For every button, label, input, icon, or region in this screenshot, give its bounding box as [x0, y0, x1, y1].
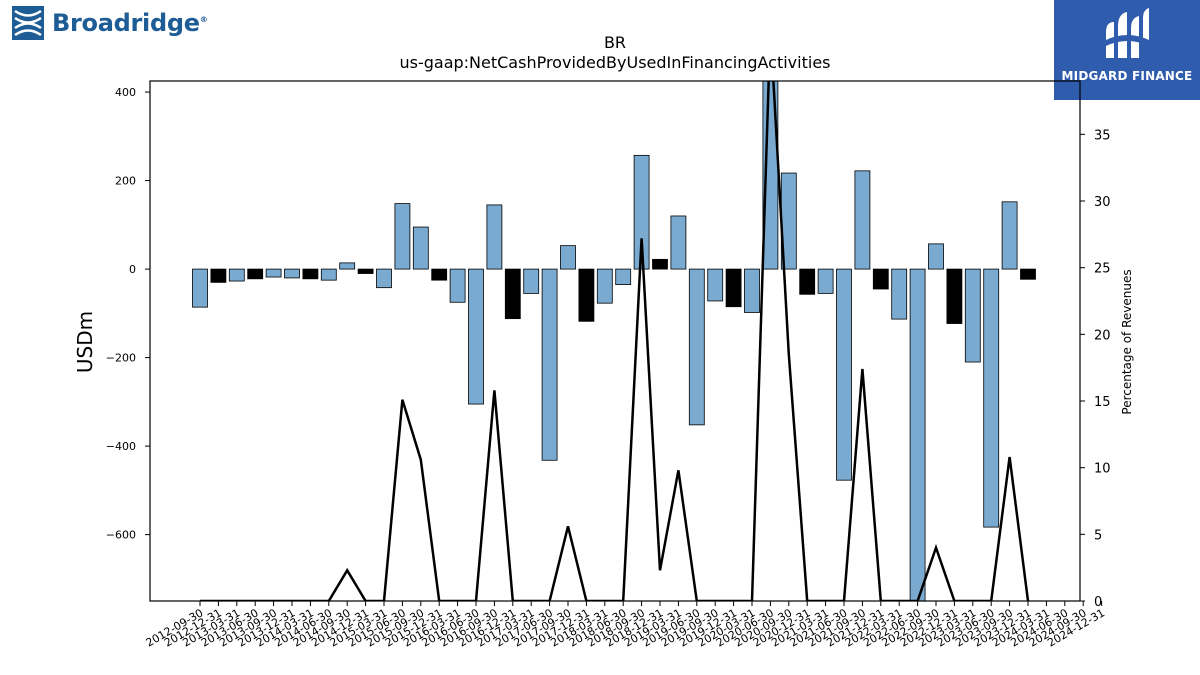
- broadridge-mark-icon: [12, 6, 44, 40]
- bar: [394, 203, 411, 270]
- bar: [744, 268, 760, 313]
- plot-area: [192, 81, 1036, 601]
- bar: [376, 268, 392, 289]
- bar: [210, 268, 227, 283]
- bar: [357, 268, 374, 274]
- broadridge-logo: Broadridge®: [12, 6, 208, 40]
- bar: [412, 226, 429, 270]
- y2-tick-label: 30: [1094, 195, 1111, 210]
- y-tick-label: 0: [129, 263, 136, 276]
- y-axis-label: USDm: [73, 311, 97, 373]
- bar: [836, 268, 852, 481]
- bar: [1020, 268, 1036, 280]
- bar: [688, 268, 705, 426]
- bar: [247, 268, 264, 280]
- bar: [872, 268, 889, 290]
- y2-tick-label: 0: [1094, 595, 1102, 610]
- bar: [964, 268, 981, 363]
- bar: [578, 268, 595, 322]
- bar: [670, 215, 687, 270]
- bar: [320, 268, 337, 281]
- chart-title: BR: [604, 33, 626, 52]
- chart-subtitle: us-gaap:NetCashProvidedByUsedInFinancing…: [399, 53, 830, 72]
- midgard-finance-logo: MIDGARD FINANCE: [1054, 0, 1200, 100]
- bar: [486, 204, 503, 270]
- y-tick-label: −200: [106, 352, 136, 365]
- bar: [854, 170, 871, 270]
- midgard-mark-icon: [1106, 8, 1149, 58]
- bar: [449, 268, 466, 303]
- bar: [504, 268, 521, 320]
- bar: [228, 268, 245, 282]
- y2-tick-label: 10: [1094, 462, 1111, 477]
- bar: [560, 245, 576, 270]
- bar: [284, 268, 300, 279]
- bar: [265, 268, 282, 278]
- bar: [431, 268, 448, 281]
- bar: [541, 268, 558, 461]
- bar: [799, 268, 816, 295]
- y2-tick-label: 35: [1094, 128, 1111, 143]
- y-tick-label: 400: [115, 86, 136, 99]
- bar: [633, 154, 650, 270]
- bar: [615, 268, 632, 285]
- bar: [725, 268, 742, 308]
- y2-tick-label: 25: [1094, 262, 1111, 277]
- bar: [909, 268, 926, 601]
- bar: [192, 268, 208, 308]
- midgard-finance-wordmark: MIDGARD FINANCE: [1061, 69, 1193, 83]
- y2-tick-label: 20: [1094, 328, 1111, 343]
- y-tick-label: −400: [106, 440, 136, 453]
- y2-tick-label: 15: [1094, 395, 1111, 410]
- bar: [891, 268, 908, 320]
- bar: [928, 243, 944, 270]
- y-tick-label: −600: [106, 529, 136, 542]
- bar: [339, 262, 356, 270]
- bar: [946, 268, 963, 324]
- bar: [817, 268, 834, 294]
- bar: [468, 268, 484, 405]
- bar: [302, 268, 319, 280]
- bar: [596, 268, 613, 304]
- bar: [983, 268, 1000, 528]
- y2-tick-label: 5: [1094, 528, 1102, 543]
- pct-of-revenue-line: [200, 81, 1030, 601]
- broadridge-wordmark: Broadridge®: [52, 9, 208, 37]
- bar: [707, 268, 724, 302]
- y-tick-label: 200: [115, 175, 136, 188]
- y2-axis-label: Percentage of Revenues: [1120, 269, 1134, 414]
- bar: [652, 258, 668, 270]
- bar: [523, 268, 540, 294]
- plot-frame: [149, 80, 1081, 602]
- bar: [1001, 201, 1018, 270]
